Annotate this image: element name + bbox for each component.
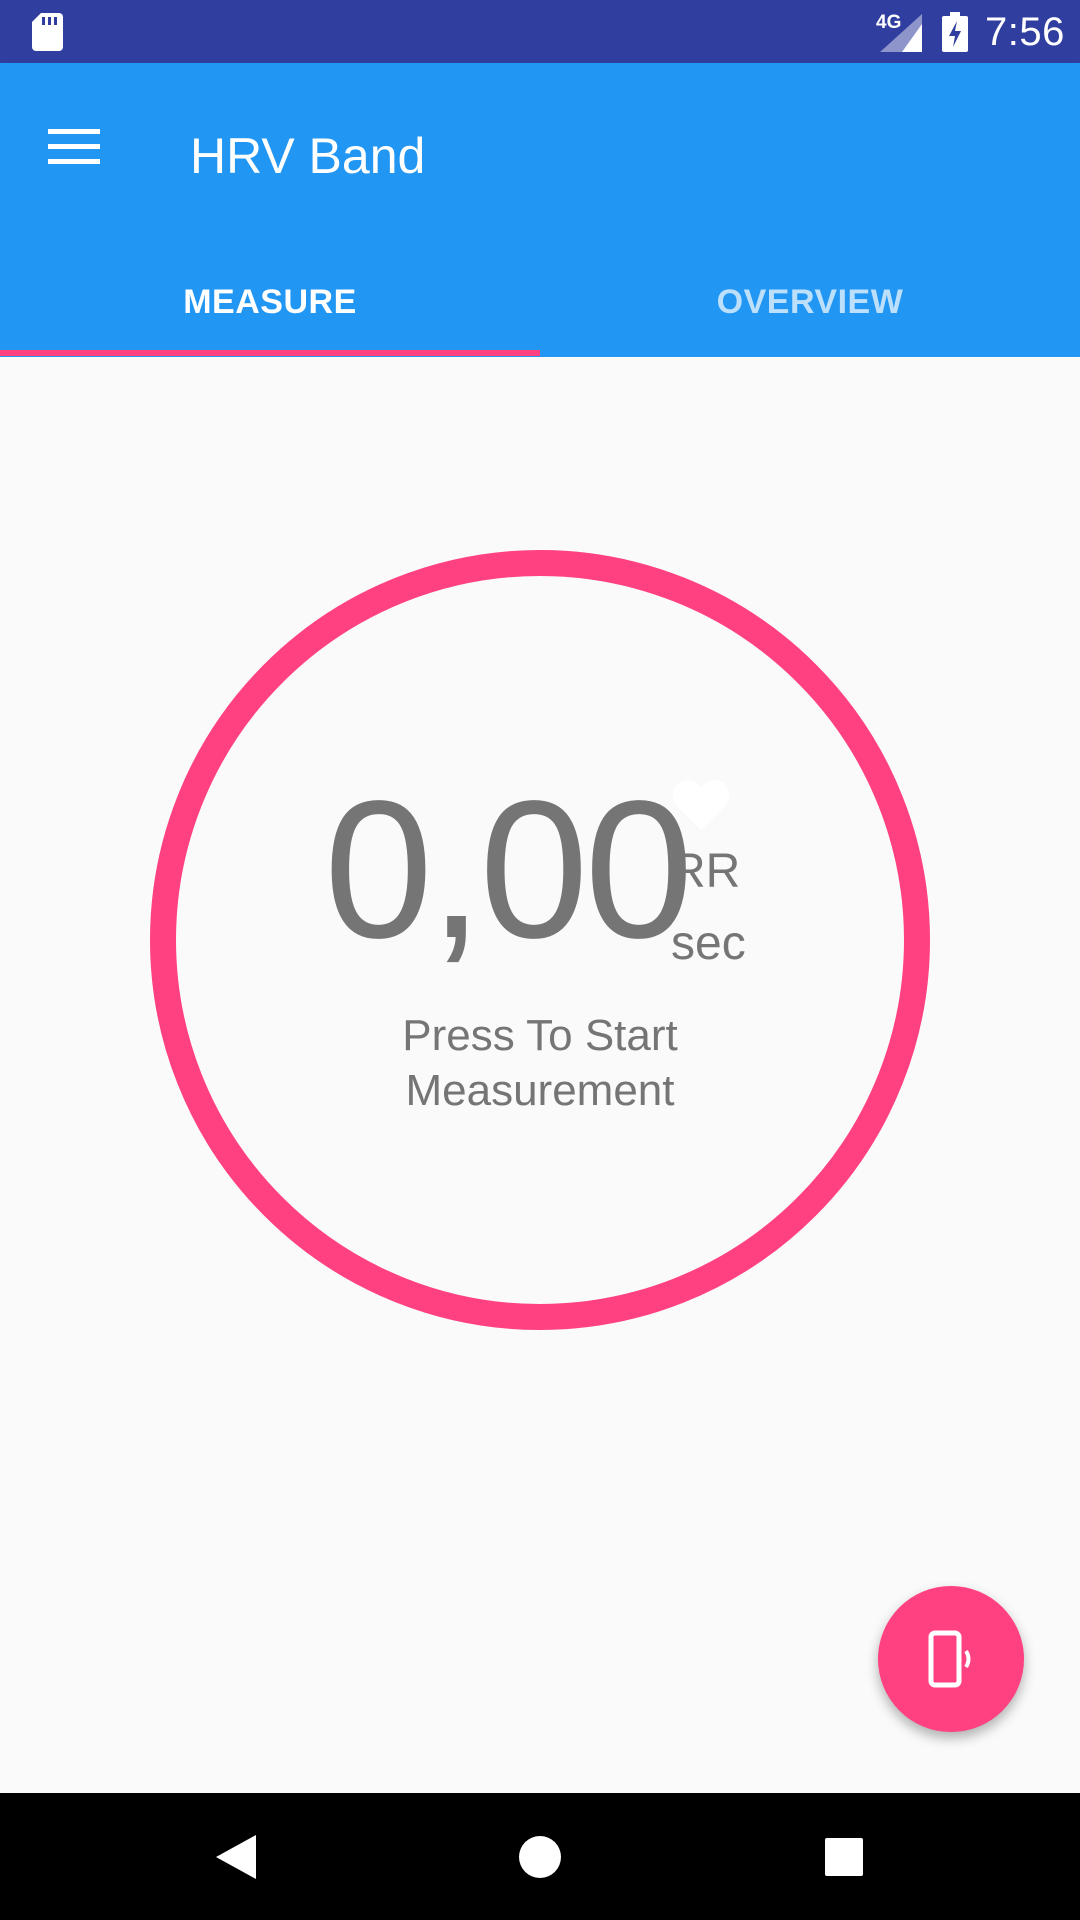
phone-vibrate-icon: [928, 1630, 971, 1688]
heart-icon: [672, 779, 730, 830]
tab-overview[interactable]: OVERVIEW: [716, 283, 904, 321]
back-button[interactable]: [156, 1793, 316, 1920]
system-nav-bar: [0, 1793, 1080, 1920]
start-measurement-prompt: Press To Start Measurement: [402, 1011, 678, 1115]
rr-unit-label: RR: [671, 845, 741, 898]
tab-indicator: [0, 350, 540, 356]
rr-value-display: 0,00: [324, 760, 693, 979]
seconds-unit-label: sec: [671, 917, 746, 970]
menu-button[interactable]: [26, 99, 122, 195]
signal-icon: [880, 14, 922, 52]
tab-measure[interactable]: MEASURE: [183, 283, 357, 321]
app-bar: HRV Band MEASURE OVERVIEW: [0, 63, 1080, 357]
status-bar: 4G 7:56: [0, 0, 1080, 63]
battery-charging-icon: [942, 12, 968, 52]
back-icon: [216, 1834, 256, 1879]
tab-bar: MEASURE OVERVIEW: [0, 248, 1080, 357]
sd-card-icon: [32, 13, 63, 51]
menu-icon: [48, 129, 100, 164]
connect-device-fab[interactable]: [878, 1586, 1024, 1732]
app-title: HRV Band: [190, 128, 426, 184]
network-type-label: 4G: [876, 12, 902, 33]
recents-icon: [825, 1837, 863, 1876]
home-button[interactable]: [460, 1793, 620, 1920]
recents-button[interactable]: [764, 1793, 924, 1920]
home-icon: [519, 1835, 561, 1878]
status-clock: 7:56: [985, 10, 1065, 54]
